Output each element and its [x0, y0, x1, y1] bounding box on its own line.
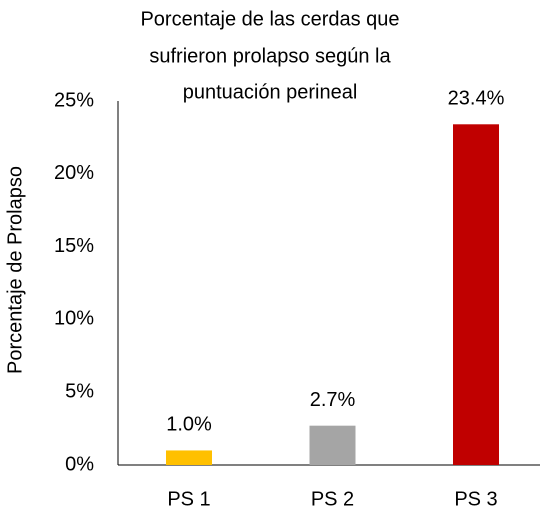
data-label: 2.7%: [310, 389, 356, 411]
y-tick-label: 10%: [54, 308, 94, 330]
y-tick-label: 25%: [54, 89, 94, 111]
data-label: 1.0%: [166, 414, 212, 436]
y-tick-label: 20%: [54, 162, 94, 184]
chart-title: Porcentaje de las cerdas que: [140, 8, 399, 30]
data-label: 23.4%: [448, 88, 505, 110]
y-tick-label: 5%: [65, 380, 94, 402]
chart-title: sufrieron prolapso según la: [149, 45, 391, 67]
chart-title: puntuación perineal: [183, 81, 358, 103]
bar: [453, 124, 499, 466]
bar: [309, 425, 356, 465]
y-axis-label: Porcentaje de Prolapso: [4, 166, 26, 374]
x-tick-label: PS 2: [311, 488, 354, 510]
y-tick-label: 15%: [54, 235, 94, 257]
bar: [166, 450, 212, 465]
x-tick-label: PS 3: [454, 488, 497, 510]
x-tick-label: PS 1: [167, 488, 210, 510]
y-tick-label: 0%: [65, 453, 94, 475]
